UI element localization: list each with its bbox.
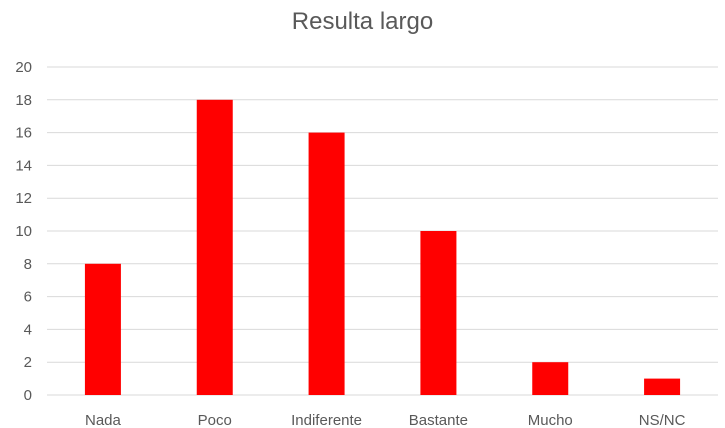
y-tick-label: 4 bbox=[24, 321, 32, 338]
bar-bastante bbox=[420, 231, 456, 395]
bar-mucho bbox=[532, 362, 568, 395]
y-tick-label: 14 bbox=[15, 157, 32, 174]
y-tick-label: 8 bbox=[24, 256, 32, 273]
y-tick-label: 20 bbox=[15, 59, 32, 76]
x-tick-label: Bastante bbox=[409, 412, 468, 428]
y-tick-label: 6 bbox=[24, 289, 32, 306]
y-tick-label: 10 bbox=[15, 223, 32, 240]
x-axis-ticks: Nada Poco Indiferente Bastante Mucho NS/NC bbox=[85, 412, 686, 428]
y-tick-label: 18 bbox=[15, 92, 32, 109]
x-tick-label: Mucho bbox=[528, 412, 573, 428]
y-tick-label: 2 bbox=[24, 354, 32, 371]
bar-nada bbox=[85, 264, 121, 395]
y-tick-label: 12 bbox=[15, 190, 32, 207]
x-tick-label: Indiferente bbox=[291, 412, 362, 428]
y-axis-ticks: 0 2 4 6 8 10 12 14 16 18 20 bbox=[15, 59, 32, 404]
bar-ns-nc bbox=[644, 379, 680, 395]
y-tick-label: 16 bbox=[15, 125, 32, 142]
bar-poco bbox=[197, 100, 233, 395]
x-tick-label: Poco bbox=[198, 412, 232, 428]
y-tick-label: 0 bbox=[24, 387, 32, 404]
bar-indiferente bbox=[309, 133, 345, 395]
x-tick-label: Nada bbox=[85, 412, 122, 428]
bars bbox=[85, 100, 680, 395]
x-tick-label: NS/NC bbox=[639, 412, 686, 428]
gridlines bbox=[47, 67, 718, 395]
